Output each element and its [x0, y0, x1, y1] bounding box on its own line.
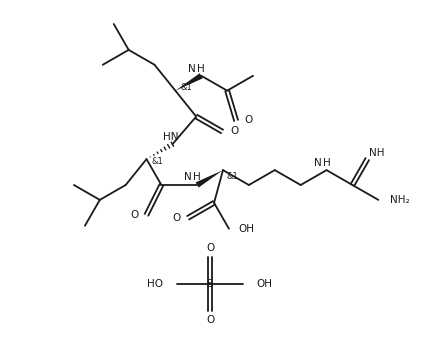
Text: N: N — [184, 172, 192, 182]
Text: N: N — [187, 64, 195, 74]
Text: O: O — [130, 210, 139, 220]
Text: &1: &1 — [227, 172, 239, 181]
Text: H: H — [193, 172, 201, 182]
Text: HN: HN — [163, 132, 178, 142]
Text: O: O — [206, 243, 214, 254]
Text: S: S — [207, 279, 214, 289]
Text: NH: NH — [369, 148, 385, 158]
Text: H: H — [323, 158, 330, 168]
Text: O: O — [230, 127, 238, 137]
Text: NH₂: NH₂ — [390, 195, 410, 205]
Text: HO: HO — [148, 279, 163, 289]
Text: H: H — [198, 64, 205, 74]
Text: OH: OH — [239, 224, 255, 234]
Text: O: O — [206, 315, 214, 325]
Text: &1: &1 — [180, 83, 192, 92]
Text: N: N — [314, 158, 322, 168]
Text: &1: &1 — [152, 157, 163, 165]
Polygon shape — [175, 73, 203, 91]
Text: O: O — [244, 116, 252, 126]
Text: OH: OH — [256, 279, 273, 289]
Text: O: O — [172, 213, 180, 223]
Polygon shape — [196, 170, 223, 187]
